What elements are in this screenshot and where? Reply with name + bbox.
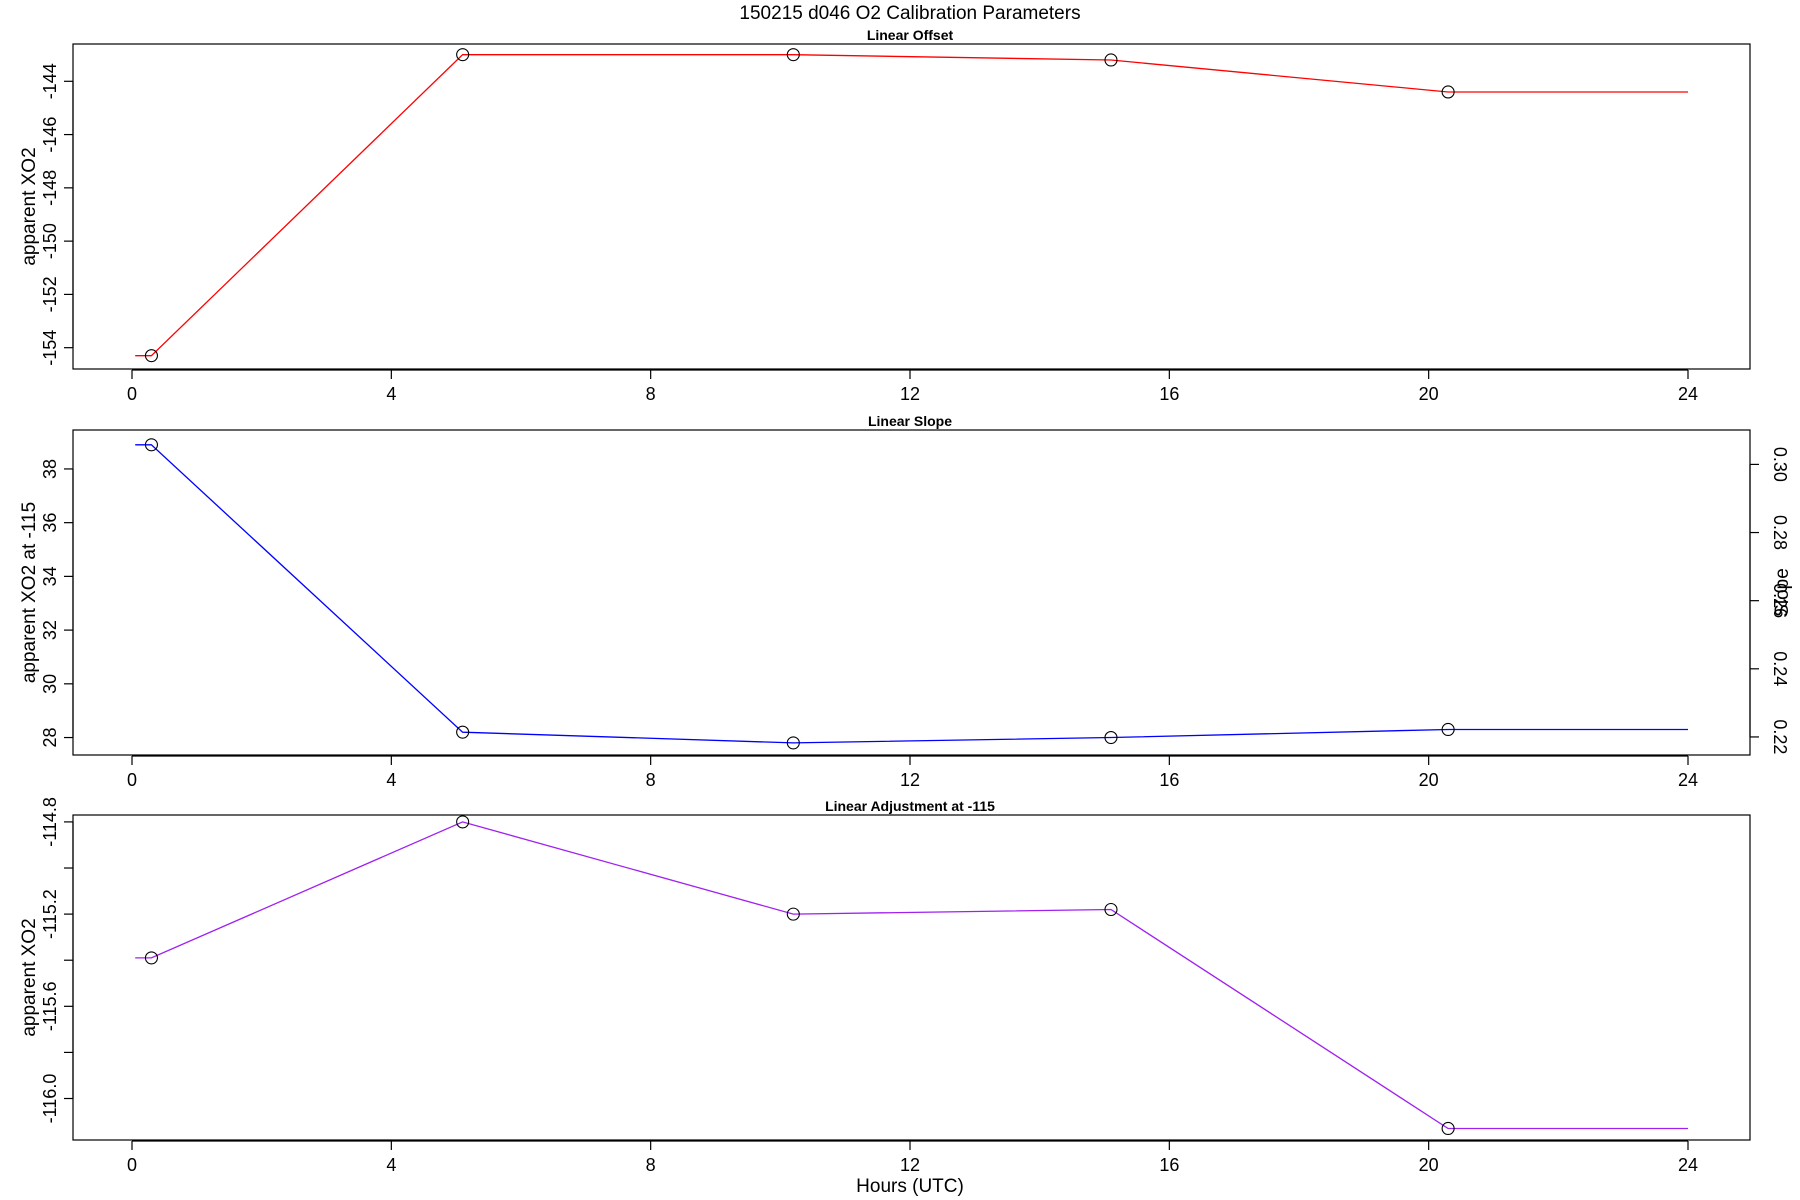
x-tick-label: 4 — [386, 384, 396, 404]
data-point — [456, 815, 470, 829]
y-tick-label: -146 — [40, 117, 60, 153]
panel-title: Linear Slope — [868, 413, 952, 429]
x-tick-label: 12 — [900, 770, 920, 790]
x-tick-label: 4 — [386, 770, 396, 790]
x-tick-label: 20 — [1419, 384, 1439, 404]
x-tick-label: 0 — [127, 1155, 137, 1175]
x-tick-label: 0 — [127, 384, 137, 404]
data-point — [1441, 1121, 1455, 1136]
data-point — [786, 907, 800, 921]
x-tick-label: 8 — [646, 384, 656, 404]
data-point — [1441, 722, 1455, 737]
data-point — [456, 725, 470, 739]
y-tick-label: -150 — [40, 223, 60, 259]
x-tick-label: 12 — [900, 1155, 920, 1175]
panel-slope: Linear Slope 0 4 8 12 16 20 24 28 30 32 34 36 38 appar… — [19, 413, 1793, 790]
panel-title: Linear Adjustment at -115 — [825, 798, 995, 814]
x-tick-label: 0 — [127, 770, 137, 790]
y-tick-label: 34 — [40, 566, 60, 586]
x-axis-title: Hours (UTC) — [856, 1176, 964, 1197]
x-tick-label: 24 — [1678, 1155, 1698, 1175]
y-tick-label: 32 — [40, 620, 60, 640]
data-point — [456, 48, 470, 62]
y-tick-label: -154 — [40, 330, 60, 366]
data-point — [1104, 730, 1118, 745]
x-tick-label: 4 — [386, 1155, 396, 1175]
panel-title: Linear Offset — [867, 27, 954, 43]
panel-adjustment: Linear Adjustment at -115 0 4 8 12 16 20 24 -116… — [19, 797, 1751, 1175]
right-axis-title: Slope — [1772, 568, 1793, 617]
x-tick-label: 8 — [646, 1155, 656, 1175]
series-line — [135, 444, 1688, 744]
plot-frame — [72, 814, 1751, 1141]
y-tick-label: -148 — [40, 170, 60, 206]
y-tick-label: -115.2 — [40, 889, 60, 939]
panel-offset: Linear Offset 0 4 8 12 16 20 24 -154 -152 -150 -148… — [19, 27, 1751, 404]
figure-title: 150215 d046 O2 Calibration Parameters — [739, 3, 1080, 24]
plot-frame — [72, 43, 1751, 370]
y-tick-label: -152 — [40, 276, 60, 312]
y-tick-label: -115.6 — [40, 981, 60, 1031]
x-tick-label: 16 — [1159, 1155, 1179, 1175]
right-tick-label: 0.30 — [1770, 447, 1790, 482]
data-point — [1104, 902, 1118, 917]
data-point — [786, 736, 800, 750]
right-tick-label: 0.24 — [1770, 651, 1790, 686]
panels: Linear Offset 0 4 8 12 16 20 24 -154 -152 -150 -148… — [19, 27, 1793, 1175]
y-tick-label: -144 — [40, 63, 60, 99]
y-tick-label: 38 — [40, 459, 60, 479]
right-tick-label: 0.26 — [1770, 583, 1790, 618]
data-point — [1104, 53, 1118, 67]
data-point — [144, 438, 158, 452]
y-axis-title: apparent XO2 — [19, 918, 40, 1036]
x-tick-label: 20 — [1419, 770, 1439, 790]
data-point — [1441, 85, 1455, 99]
y-tick-label: -116.0 — [40, 1074, 60, 1124]
x-tick-label: 8 — [646, 770, 656, 790]
right-tick-label: 0.22 — [1770, 719, 1790, 754]
x-tick-label: 16 — [1159, 770, 1179, 790]
data-point — [144, 951, 158, 965]
series-line — [135, 821, 1688, 1130]
plot-frame — [72, 429, 1751, 756]
x-tick-label: 24 — [1678, 384, 1698, 404]
x-tick-label: 16 — [1159, 384, 1179, 404]
y-tick-label: -114.8 — [40, 797, 60, 847]
data-point — [786, 48, 800, 62]
x-tick-label: 24 — [1678, 770, 1698, 790]
y-tick-label: 36 — [40, 513, 60, 533]
series-line — [135, 54, 1688, 357]
x-tick-label: 20 — [1419, 1155, 1439, 1175]
y-tick-label: 28 — [40, 728, 60, 748]
data-point — [144, 349, 158, 363]
right-tick-label: 0.28 — [1770, 515, 1790, 550]
x-tick-label: 12 — [900, 384, 920, 404]
y-axis-title: apparent XO2 — [19, 147, 40, 265]
y-tick-label: 30 — [40, 674, 60, 694]
y-axis-title: apparent XO2 at -115 — [19, 502, 40, 683]
